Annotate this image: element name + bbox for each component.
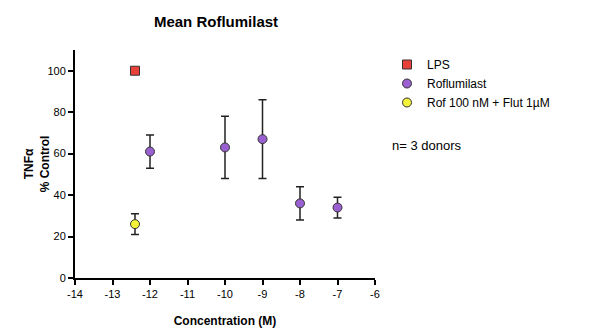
svg-text:-12: -12 xyxy=(142,288,158,300)
svg-text:-8: -8 xyxy=(295,288,305,300)
svg-text:-11: -11 xyxy=(180,288,195,300)
svg-text:80: 80 xyxy=(54,106,66,118)
svg-text:Concentration (M): Concentration (M) xyxy=(174,314,277,328)
svg-text:Rof 100 nM + Flut 1µM: Rof 100 nM + Flut 1µM xyxy=(427,96,550,110)
svg-text:-9: -9 xyxy=(258,288,268,300)
svg-text:-13: -13 xyxy=(105,288,121,300)
svg-text:LPS: LPS xyxy=(427,58,450,72)
svg-text:Mean Roflumilast: Mean Roflumilast xyxy=(154,13,278,30)
svg-text:20: 20 xyxy=(54,230,66,242)
svg-text:60: 60 xyxy=(54,147,66,159)
svg-text:TNFα% Control: TNFα% Control xyxy=(22,136,52,193)
svg-text:100: 100 xyxy=(47,65,65,77)
svg-text:-7: -7 xyxy=(333,288,343,300)
svg-text:-14: -14 xyxy=(67,288,83,300)
svg-text:0: 0 xyxy=(60,272,66,284)
svg-text:-6: -6 xyxy=(370,288,380,300)
svg-text:Roflumilast: Roflumilast xyxy=(427,77,487,91)
svg-text:-10: -10 xyxy=(217,288,233,300)
svg-text:n= 3 donors: n= 3 donors xyxy=(392,138,462,153)
svg-text:40: 40 xyxy=(54,189,66,201)
